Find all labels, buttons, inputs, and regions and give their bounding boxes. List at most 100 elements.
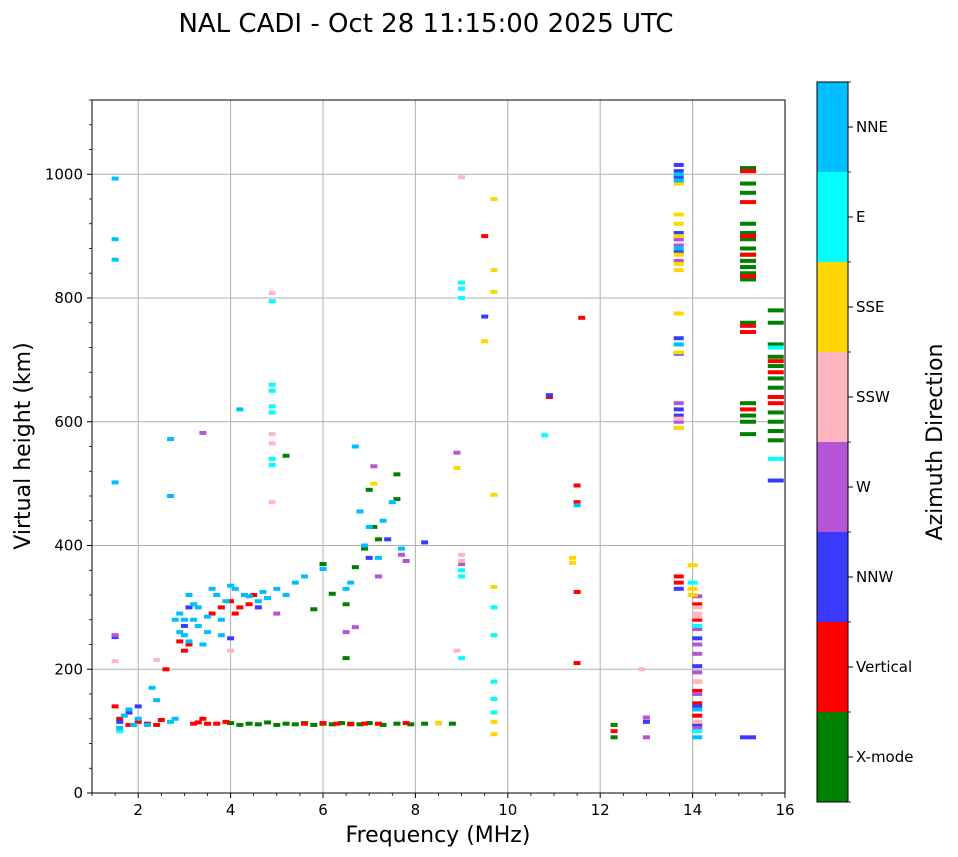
x-tick-label: 12 [591, 801, 610, 819]
data-point [259, 589, 267, 594]
data-point [541, 433, 549, 438]
y-tick-label: 1000 [45, 165, 83, 183]
data-point [310, 607, 318, 612]
data-point [767, 320, 784, 325]
colorbar-label: Azimuth Direction [923, 343, 948, 540]
data-point [222, 719, 230, 724]
data-point [231, 586, 239, 591]
data-point [490, 732, 498, 737]
data-point [116, 716, 124, 721]
data-point [199, 642, 207, 647]
data-point [481, 234, 489, 239]
data-point [673, 243, 684, 248]
data-point [490, 268, 498, 273]
data-point [692, 726, 703, 731]
data-point [374, 555, 382, 560]
data-point [673, 416, 684, 421]
series-w [111, 237, 703, 740]
data-point [153, 657, 161, 662]
data-point [767, 419, 784, 424]
data-point [692, 722, 703, 727]
data-point [185, 605, 193, 610]
data-point [347, 722, 355, 727]
data-point [370, 524, 378, 529]
data-point [240, 593, 248, 597]
data-point [692, 719, 703, 724]
data-point [398, 552, 406, 557]
data-point [490, 633, 498, 638]
data-point [236, 605, 244, 610]
data-point [673, 237, 684, 242]
data-point [185, 593, 193, 597]
data-point [167, 437, 175, 442]
data-point [490, 289, 498, 294]
data-point [692, 701, 703, 706]
x-tick-label: 6 [318, 801, 328, 819]
data-point [273, 722, 281, 727]
data-point [740, 407, 757, 412]
data-point [185, 642, 193, 647]
data-point [176, 611, 184, 616]
data-point [740, 252, 757, 257]
data-point [157, 717, 165, 722]
data-point [740, 401, 757, 406]
data-point [642, 735, 650, 740]
data-point [673, 261, 684, 266]
data-point [190, 617, 198, 622]
data-point [227, 648, 235, 653]
data-point [245, 602, 253, 607]
data-point [673, 181, 684, 186]
data-point [268, 382, 276, 387]
y-tick-label: 0 [73, 784, 83, 802]
data-point [692, 623, 703, 628]
colorbar-tick-label: Vertical [856, 658, 912, 676]
y-axis-ticks: 0 200 400 600 800 1000 [45, 99, 92, 802]
data-point [402, 558, 410, 563]
data-point [254, 722, 262, 727]
data-point [180, 617, 188, 622]
data-point [692, 636, 703, 641]
data-point [365, 555, 373, 560]
data-point [213, 593, 221, 597]
data-point [162, 667, 170, 672]
data-point [379, 722, 387, 727]
data-point [673, 580, 684, 585]
data-point [301, 721, 309, 726]
data-point [268, 500, 276, 505]
data-point [130, 722, 138, 727]
data-point [740, 271, 757, 276]
colorbar-segment [817, 712, 848, 802]
data-point [458, 656, 466, 661]
data-point [740, 413, 757, 418]
data-point [134, 719, 142, 724]
data-point [673, 401, 684, 406]
series-nne [111, 172, 703, 740]
data-point [268, 410, 276, 415]
data-point [435, 721, 442, 726]
data-point [328, 591, 336, 596]
data-point [767, 364, 784, 369]
data-point [673, 311, 684, 316]
data-point [458, 296, 466, 300]
data-point [767, 354, 784, 359]
data-point [673, 574, 684, 579]
data-point [692, 627, 703, 632]
data-point [227, 721, 235, 726]
colorbar-tick-label: X-mode [856, 748, 913, 766]
x-axis-ticks: 2 4 6 8 10 12 14 16 [91, 793, 795, 819]
data-point [111, 237, 119, 242]
data-point [458, 558, 466, 563]
data-point [692, 651, 703, 656]
data-point [573, 589, 581, 594]
data-point [458, 574, 466, 579]
data-point [222, 599, 230, 604]
colorbar-segment [817, 622, 848, 712]
data-point [740, 258, 757, 263]
data-point [767, 410, 784, 415]
data-point [740, 323, 757, 328]
colorbar-tick-label: W [856, 478, 871, 496]
data-point [692, 704, 703, 709]
data-point [342, 586, 350, 591]
data-point [365, 721, 373, 726]
data-point [153, 698, 161, 703]
